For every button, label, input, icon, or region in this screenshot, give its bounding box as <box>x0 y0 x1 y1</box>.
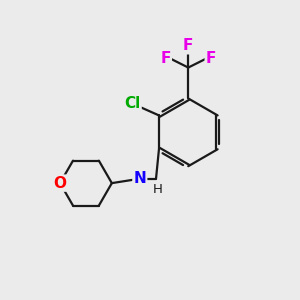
Text: N: N <box>134 171 146 186</box>
Text: F: F <box>183 38 194 53</box>
Text: H: H <box>153 182 163 196</box>
Text: F: F <box>206 51 216 66</box>
Text: Cl: Cl <box>124 95 141 110</box>
Text: O: O <box>53 176 66 190</box>
Text: F: F <box>160 51 171 66</box>
